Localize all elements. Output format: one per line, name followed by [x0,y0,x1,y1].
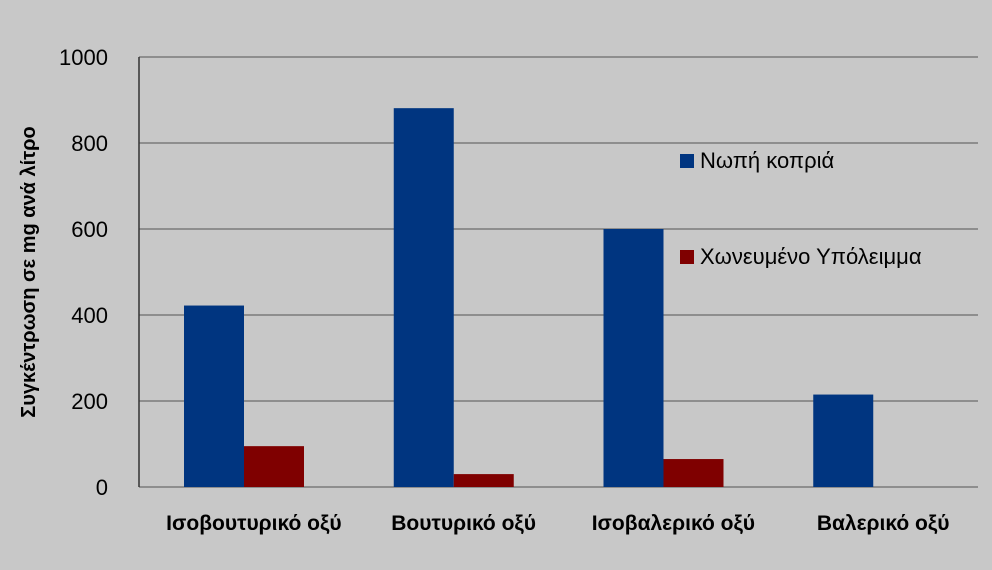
y-tick-label: 0 [96,475,108,500]
legend-swatch [680,154,694,168]
y-tick-label: 400 [71,303,108,328]
bar [603,229,664,487]
bar [244,446,304,487]
bar [184,305,244,487]
x-axis-categories: Ισοβουτυρικό οξύ Βουτυρικό οξύ Ισοβαλερικό… [166,512,949,535]
bar [453,474,514,487]
y-tick-label: 600 [71,217,108,242]
x-category-label: Βουτυρικό οξύ [391,512,536,535]
y-axis-label: Συγκέντρωση σε mg ανά λίτρο [18,126,40,417]
y-tick-label: 200 [71,389,108,414]
y-tick-label: 800 [71,131,108,156]
legend-label: Χωνευμένο Υπόλειμμα [700,244,922,269]
x-category-label: Βαλερικό οξύ [817,512,950,535]
bar [813,394,874,487]
x-category-label: Ισοβαλερικό οξύ [592,512,755,535]
y-axis-ticks: 0 200 400 600 800 1000 [59,45,108,500]
bars [184,108,874,488]
y-tick-label: 1000 [59,45,108,70]
legend: Νωπή κοπριά Χωνευμένο Υπόλειμμα [680,148,922,269]
x-category-label: Ισοβουτυρικό οξύ [166,512,341,535]
legend-swatch [680,250,694,264]
bar [663,459,724,487]
bar [393,108,454,488]
legend-label: Νωπή κοπριά [700,148,835,173]
